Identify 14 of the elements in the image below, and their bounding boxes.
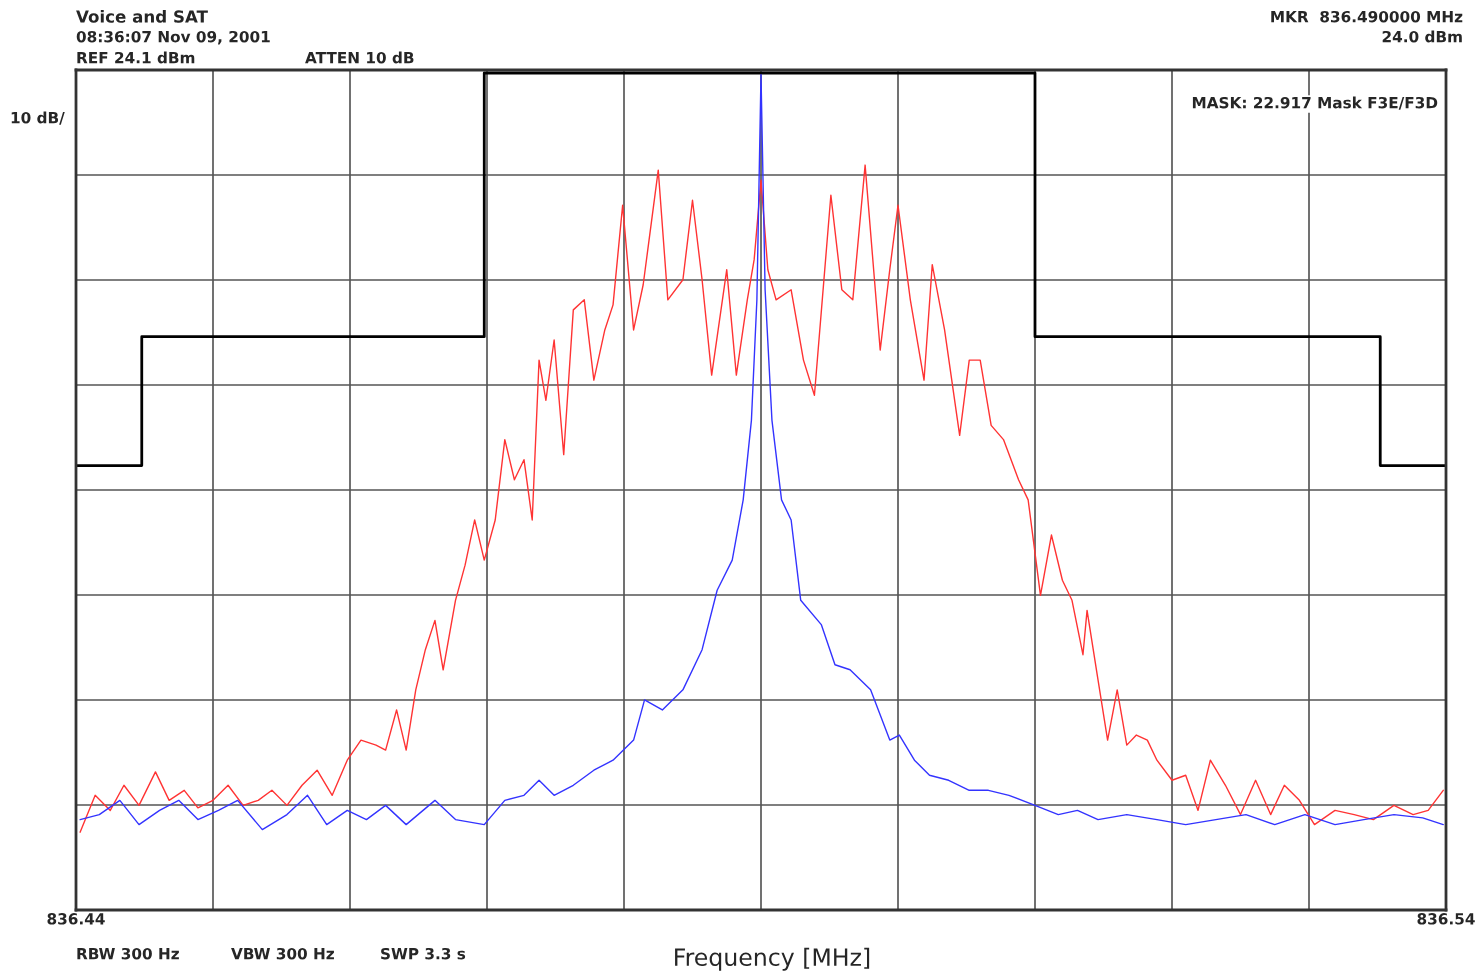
- chart-title: Voice and SAT: [76, 9, 208, 23]
- text: MKR 836.490000 MHz: [1271, 10, 1463, 23]
- text: SWP 3.3 s: [381, 947, 466, 960]
- x-axis-title: Frequency [MHz]: [675, 947, 870, 971]
- text: 08:36:07 Nov 09, 2001: [76, 30, 270, 45]
- text: VBW 300 Hz: [231, 947, 334, 960]
- annotation: MASK: 22.917 Mask F3E/F3D: [1192, 96, 1438, 110]
- text: RBW 300 Hz: [77, 947, 179, 960]
- x-tick-label: 836.54: [1417, 913, 1475, 925]
- x-tick-label: 836.44: [47, 913, 105, 925]
- text: REF 24.1 dBm: [77, 51, 195, 64]
- text: ATTEN 10 dB: [305, 51, 414, 64]
- text: 10 dB/: [11, 111, 65, 125]
- text: 24.0 dBm: [1382, 30, 1462, 43]
